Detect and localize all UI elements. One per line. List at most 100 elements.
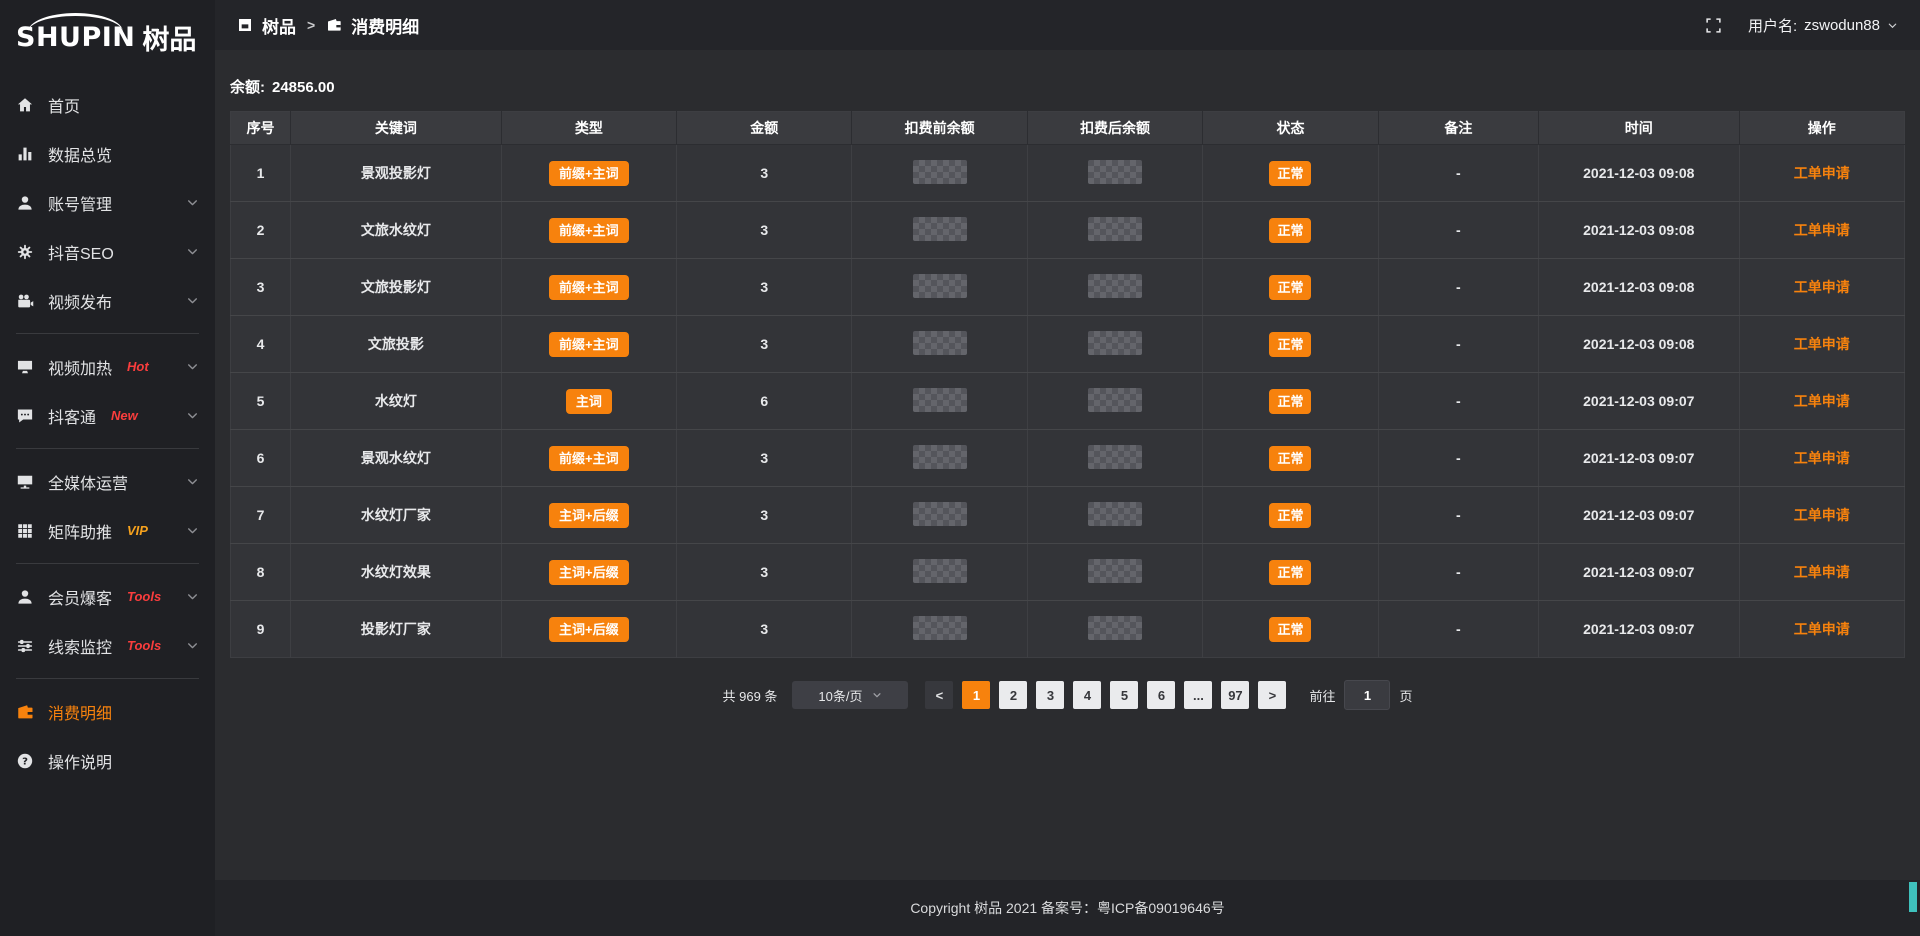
cell-action: 工单申请	[1739, 429, 1905, 487]
balance-label: 余额:	[230, 79, 265, 96]
username-value: zswodun88	[1804, 16, 1880, 34]
cell-time: 2021-12-03 09:08	[1538, 315, 1740, 373]
cell-action: 工单申请	[1739, 258, 1905, 316]
cell-keyword: 文旅水纹灯	[290, 201, 502, 259]
topbar: 树品 > 消费明细 用户名: zswodun88	[215, 0, 1920, 50]
ticket-apply-link[interactable]: 工单申请	[1793, 621, 1850, 637]
table-row: 3 文旅投影灯 前缀+主词 3 正常 - 2021-12-03 09:08 工单…	[230, 258, 1905, 316]
sidebar: SHUPIN 树品 首页 数据总览 账号管理 抖音SEO 视频发布 视频加热	[0, 0, 215, 936]
chevron-down-icon	[872, 690, 882, 700]
cell-index: 5	[230, 372, 292, 430]
column-header: 关键词	[290, 111, 502, 145]
page-buttons: 1 2 3 4 5 6... 97	[962, 681, 1250, 709]
goto-page-input[interactable]	[1344, 680, 1391, 710]
ticket-apply-link[interactable]: 工单申请	[1793, 336, 1850, 352]
user-menu[interactable]: 用户名: zswodun88	[1748, 15, 1898, 36]
page-button-1[interactable]: 1	[962, 681, 991, 709]
page-button-3[interactable]: 3	[1036, 681, 1065, 709]
sidebar-item-13[interactable]: 线索监控 Tools	[0, 621, 215, 670]
cell-time: 2021-12-03 09:07	[1538, 543, 1740, 601]
cell-amount: 3	[676, 201, 853, 259]
breadcrumb-separator: >	[307, 17, 316, 33]
redacted-balance-after	[1088, 558, 1143, 583]
status-badge: 正常	[1269, 616, 1312, 642]
ticket-apply-link[interactable]: 工单申请	[1793, 507, 1850, 523]
cell-keyword: 文旅投影灯	[290, 258, 502, 316]
goto-page: 前往 页	[1309, 680, 1412, 710]
status-badge: 正常	[1269, 160, 1312, 186]
cell-amount: 3	[676, 315, 853, 373]
cell-balance-before	[851, 315, 1028, 373]
status-badge: 正常	[1269, 217, 1312, 243]
username-label: 用户名:	[1747, 17, 1798, 35]
cell-remark: -	[1378, 315, 1540, 373]
table-header-row: 序号 关键词 类型 金额 扣费前余额 扣费后余额 状态 备注 时间 操作	[230, 111, 1905, 145]
sidebar-item-12[interactable]: 会员爆客 Tools	[0, 572, 215, 621]
sidebar-item-9[interactable]: 全媒体运营	[0, 457, 215, 506]
chevron-down-icon	[186, 524, 199, 537]
sidebar-item-4[interactable]: 视频发布	[0, 276, 215, 325]
cell-action: 工单申请	[1739, 543, 1905, 601]
breadcrumb-home[interactable]: 树品	[262, 17, 296, 37]
sidebar-item-15[interactable]: 消费明细	[0, 687, 215, 736]
page-button-4[interactable]: 4	[1073, 681, 1102, 709]
balance-value: 24856.00	[272, 79, 335, 96]
sidebar-item-tag: Tools	[127, 638, 162, 653]
sidebar-item-16[interactable]: ? 操作说明	[0, 736, 215, 785]
cell-time: 2021-12-03 09:07	[1538, 486, 1740, 544]
cell-time: 2021-12-03 09:07	[1538, 429, 1740, 487]
ticket-apply-link[interactable]: 工单申请	[1793, 165, 1850, 181]
scrollbar-thumb[interactable]	[1909, 882, 1917, 912]
cell-remark: -	[1378, 201, 1540, 259]
member-icon	[16, 588, 34, 606]
cell-balance-before	[851, 600, 1028, 658]
ticket-apply-link[interactable]: 工单申请	[1793, 222, 1850, 238]
column-header: 序号	[230, 111, 292, 145]
sidebar-item-2[interactable]: 账号管理	[0, 178, 215, 227]
page-size-select[interactable]: 10条/页	[792, 681, 909, 709]
sidebar-item-7[interactable]: 抖客通 New	[0, 391, 215, 440]
sidebar-item-3[interactable]: 抖音SEO	[0, 227, 215, 276]
redacted-balance-after	[1088, 615, 1143, 640]
ticket-apply-link[interactable]: 工单申请	[1793, 450, 1850, 466]
redacted-balance-before	[912, 558, 967, 583]
sidebar-item-label: 线索监控	[48, 639, 113, 657]
content-area: 余额: 24856.00 序号 关键词 类型 金额 扣费前余额 扣费后余额 状态 备注 时间 操作 …	[215, 50, 1920, 880]
page-button-2[interactable]: 2	[999, 681, 1028, 709]
redacted-balance-before	[912, 387, 967, 412]
cell-remark: -	[1378, 144, 1540, 202]
balance: 余额: 24856.00	[230, 76, 1905, 97]
cell-remark: -	[1378, 258, 1540, 316]
fullscreen-icon[interactable]	[1705, 17, 1722, 34]
sidebar-item-0[interactable]: 首页	[0, 80, 215, 129]
page-button-6[interactable]: 6	[1147, 681, 1176, 709]
sidebar-item-6[interactable]: 视频加热 Hot	[0, 342, 215, 391]
cell-action: 工单申请	[1739, 315, 1905, 373]
cell-time: 2021-12-03 09:08	[1538, 201, 1740, 259]
sidebar-item-label: 矩阵助推	[48, 524, 113, 542]
column-header: 扣费后余额	[1027, 111, 1204, 145]
page-button-97[interactable]: 97	[1221, 681, 1250, 709]
video-camera-icon	[16, 292, 34, 310]
ticket-apply-link[interactable]: 工单申请	[1793, 393, 1850, 409]
ticket-apply-link[interactable]: 工单申请	[1793, 279, 1850, 295]
sidebar-item-label: 账号管理	[48, 196, 113, 214]
redacted-balance-before	[912, 273, 967, 298]
cell-index: 1	[230, 144, 292, 202]
sidebar-item-1[interactable]: 数据总览	[0, 129, 215, 178]
ellipsis-page-button[interactable]: ...	[1184, 681, 1213, 709]
page-button-5[interactable]: 5	[1110, 681, 1139, 709]
user-icon	[16, 194, 34, 212]
sidebar-item-10[interactable]: 矩阵助推 VIP	[0, 506, 215, 555]
type-badge: 前缀+主词	[549, 274, 629, 300]
next-page-button[interactable]: >	[1258, 681, 1287, 709]
cell-type: 主词+后缀	[501, 600, 678, 658]
sidebar-item-label: 操作说明	[48, 754, 113, 772]
cell-type: 前缀+主词	[501, 144, 678, 202]
cell-status: 正常	[1202, 144, 1379, 202]
home-icon	[16, 96, 34, 114]
cell-balance-before	[851, 543, 1028, 601]
sidebar-item-tag: VIP	[127, 523, 148, 538]
ticket-apply-link[interactable]: 工单申请	[1793, 564, 1850, 580]
prev-page-button[interactable]: <	[925, 681, 954, 709]
